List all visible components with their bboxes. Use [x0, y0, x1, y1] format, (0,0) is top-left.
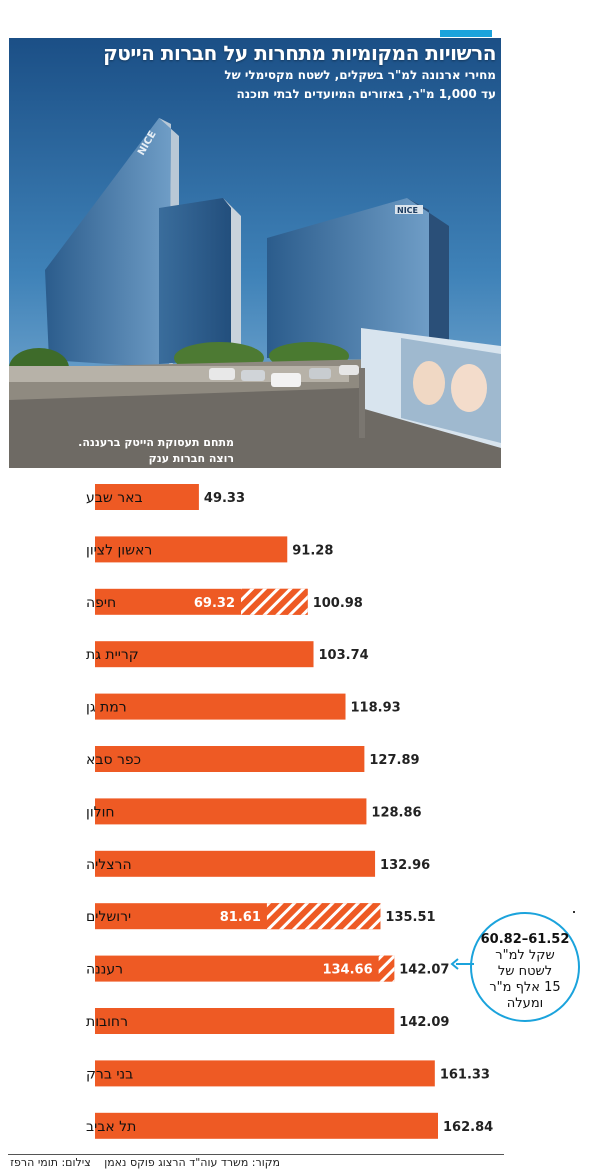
- large-area-callout: [470, 912, 580, 1022]
- bar-hatch-2: [241, 588, 308, 615]
- category-label-5: כפר סבא: [86, 752, 141, 768]
- header-photo: NICE NICE: [9, 38, 501, 468]
- value-label-10: 142.09: [399, 1015, 449, 1030]
- category-label-7: הרצליה: [86, 857, 132, 873]
- large-area-label-8: 81.61: [220, 910, 261, 925]
- footer-divider: [8, 1154, 504, 1155]
- category-label-9: רעננה: [86, 962, 123, 978]
- header: הרשויות המקומיות מתחרות על חברות הייטק מ…: [20, 40, 506, 104]
- value-label-8: 135.51: [385, 910, 435, 925]
- value-label-11: 161.33: [440, 1067, 490, 1082]
- bar-1: [95, 536, 288, 563]
- page-title: הרשויות המקומיות מתחרות על חברות הייטק: [103, 41, 496, 65]
- large-area-label-2: 69.32: [194, 596, 235, 611]
- header-accent-bar: [440, 30, 492, 37]
- callout-range: 60.82–61.52: [480, 932, 570, 947]
- value-label-6: 128.86: [371, 805, 421, 820]
- category-label-6: חולון: [86, 804, 115, 820]
- bar-hatch-9: [378, 955, 395, 982]
- large-area-callout-text: 60.82–61.52 שקל למ"ר לשטח של 15 אלף מ"ר …: [470, 932, 580, 1012]
- value-label-5: 127.89: [369, 753, 419, 768]
- subtitle-line-2: עד 1,000 מ"ר, באזורים המיועדים לבתי תוכנ…: [236, 87, 496, 101]
- bar-5: [95, 746, 365, 772]
- category-label-11: בני ברק: [86, 1066, 133, 1082]
- bar-3: [95, 641, 314, 668]
- category-label-4: רמת גן: [86, 700, 127, 716]
- value-label-0: 49.33: [204, 491, 245, 506]
- category-label-2: חיפה: [86, 595, 116, 611]
- category-label-8: ירושלים: [86, 909, 131, 925]
- category-label-12: תל אביב: [86, 1119, 136, 1135]
- photo-caption: מתחם תעסוקת הייטק ברעננה. רוצה חברות ענק: [14, 435, 234, 467]
- callout-line-5: ומעלה: [506, 996, 544, 1011]
- category-label-3: קריית גת: [86, 647, 139, 663]
- bar-0: [95, 484, 199, 510]
- category-label-10: רחובות: [86, 1014, 128, 1030]
- callout-arrow-icon: [450, 958, 474, 970]
- value-label-4: 118.93: [351, 701, 401, 716]
- bar-6: [95, 798, 367, 825]
- value-label-9: 142.07: [399, 963, 449, 978]
- footer-source: מקור: משרד עוה"ד הרצוג פוקס נאמן: [104, 1156, 280, 1169]
- value-label-12: 162.84: [443, 1120, 493, 1135]
- value-label-1: 91.28: [292, 543, 333, 558]
- value-label-3: 103.74: [319, 648, 369, 663]
- footer-photo-credit: צילום: תומי הרפז: [10, 1156, 91, 1169]
- large-area-label-9: 134.66: [322, 963, 372, 978]
- value-label-7: 132.96: [380, 858, 430, 873]
- photo-sign-nice-right: NICE: [397, 206, 418, 215]
- callout-line-2: שקל למ"ר: [495, 948, 555, 963]
- bar-11: [95, 1060, 435, 1087]
- value-label-2: 100.98: [313, 596, 363, 611]
- bar-7: [95, 850, 376, 877]
- bar-12: [95, 1112, 438, 1139]
- bar-hatch-8: [266, 903, 381, 930]
- category-label-0: באר שבע: [86, 490, 143, 506]
- bar-chart: 49.33 באר שבע 91.28 ראשון לציון 69.32 100.98 ח…: [86, 484, 493, 1139]
- bar-4: [95, 693, 346, 720]
- bar-10: [95, 1008, 395, 1034]
- footer: מקור: משרד עוה"ד הרצוג פוקס נאמן צילום: …: [8, 1156, 280, 1169]
- stray-dot: [573, 911, 575, 913]
- category-label-1: ראשון לציון: [86, 542, 152, 558]
- subtitle-line-1: מחירי ארנונה למ"ר בשקלים, לשטח מקסימלי ש…: [224, 68, 496, 82]
- callout-line-4: 15 אלף מ"ר: [489, 980, 561, 995]
- callout-line-3: לשטח של: [497, 964, 553, 979]
- photo-caption-line-1: מתחם תעסוקת הייטק ברעננה.: [78, 436, 234, 449]
- photo-caption-line-2: רוצה חברות ענק: [148, 452, 234, 465]
- bar-9: [95, 955, 395, 982]
